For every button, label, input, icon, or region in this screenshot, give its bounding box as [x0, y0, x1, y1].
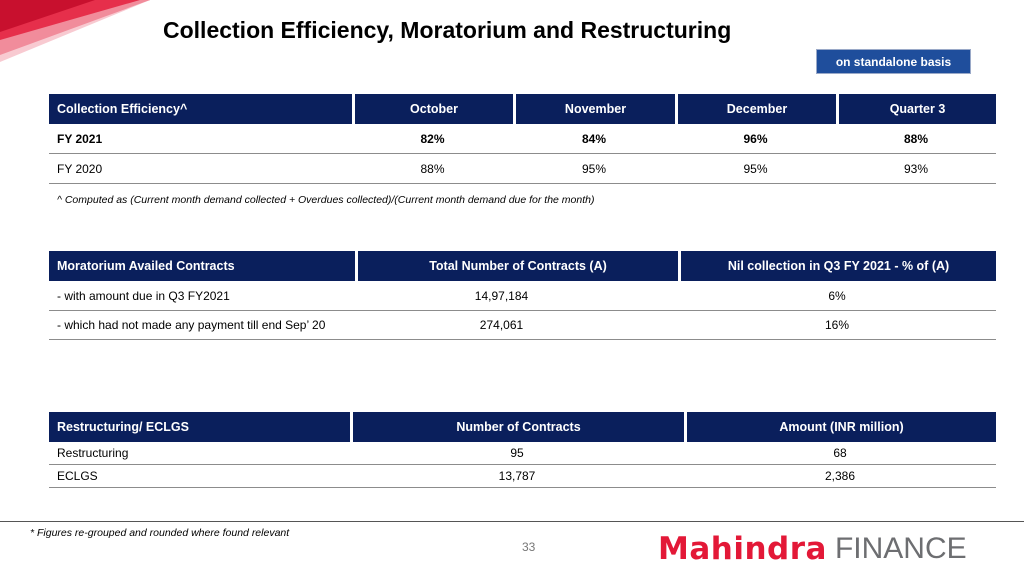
column-header: Nil collection in Q3 FY 2021 - % of (A): [678, 251, 996, 281]
table-cell: 2,386: [824, 469, 856, 483]
column-header: December: [675, 94, 836, 124]
row-label: - with amount due in Q3 FY2021: [57, 288, 230, 303]
table-cell: 88%: [420, 161, 445, 176]
column-header: Total Number of Contracts (A): [355, 251, 678, 281]
footnote: * Figures re-grouped and rounded where f…: [30, 527, 290, 539]
column-header: Number of Contracts: [350, 412, 684, 442]
table-cell: 16%: [824, 318, 850, 332]
table-cell: 95: [510, 446, 524, 460]
collection-efficiency-table: Collection Efficiency^ October November …: [49, 94, 996, 184]
moratorium-table: Moratorium Availed Contracts Total Numbe…: [49, 251, 996, 340]
page-title: Collection Efficiency, Moratorium and Re…: [163, 17, 732, 43]
row-label: FY 2020: [57, 161, 103, 176]
row-label: FY 2021: [57, 131, 103, 146]
table-cell: 96%: [743, 131, 768, 146]
corner-decoration: [0, 0, 150, 90]
table-cell: 6%: [828, 288, 846, 303]
table-row: FY 2021 82% 84% 96% 88%: [49, 124, 996, 154]
table-cell: 68: [833, 446, 847, 460]
logo-brand-text: Mahindra: [658, 531, 827, 567]
row-label: - which had not made any payment till en…: [57, 318, 326, 332]
table-cell: 13,787: [498, 469, 536, 483]
column-header: Quarter 3: [836, 94, 996, 124]
table-cell: 95%: [743, 161, 768, 176]
table-row: ECLGS 13,787 2,386: [49, 465, 996, 488]
column-header: November: [513, 94, 675, 124]
table-cell: 82%: [420, 131, 445, 146]
column-header: Amount (INR million): [684, 412, 996, 442]
table-header: Collection Efficiency^ October November …: [49, 94, 996, 124]
column-header: Restructuring/ ECLGS: [49, 412, 350, 442]
table-cell: 93%: [903, 161, 929, 176]
footer-divider: [0, 521, 1024, 522]
table-row: - with amount due in Q3 FY2021 14,97,184…: [49, 281, 996, 311]
page-number: 33: [522, 540, 536, 554]
row-label: ECLGS: [57, 469, 98, 483]
column-header: Moratorium Availed Contracts: [49, 251, 355, 281]
restructuring-table: Restructuring/ ECLGS Number of Contracts…: [49, 412, 996, 488]
standalone-basis-badge: on standalone basis: [816, 49, 971, 74]
table-cell: 274,061: [479, 318, 524, 332]
mahindra-finance-logo: Mahindra FINANCE: [658, 531, 967, 567]
table-cell: 84%: [581, 131, 607, 146]
logo-suffix-text: FINANCE: [834, 532, 967, 565]
table-cell: 88%: [903, 131, 929, 146]
table-row: FY 2020 88% 95% 95% 93%: [49, 154, 996, 184]
table-cell: 95%: [581, 161, 607, 176]
table-header: Restructuring/ ECLGS Number of Contracts…: [49, 412, 996, 442]
table-header: Moratorium Availed Contracts Total Numbe…: [49, 251, 996, 281]
column-header: Collection Efficiency^: [49, 94, 352, 124]
column-header: October: [352, 94, 513, 124]
table-row: - which had not made any payment till en…: [49, 311, 996, 340]
computation-note: ^ Computed as (Current month demand coll…: [57, 194, 595, 206]
table-row: Restructuring 95 68: [49, 442, 996, 465]
table-cell: 14,97,184: [474, 288, 529, 303]
row-label: Restructuring: [57, 446, 129, 460]
